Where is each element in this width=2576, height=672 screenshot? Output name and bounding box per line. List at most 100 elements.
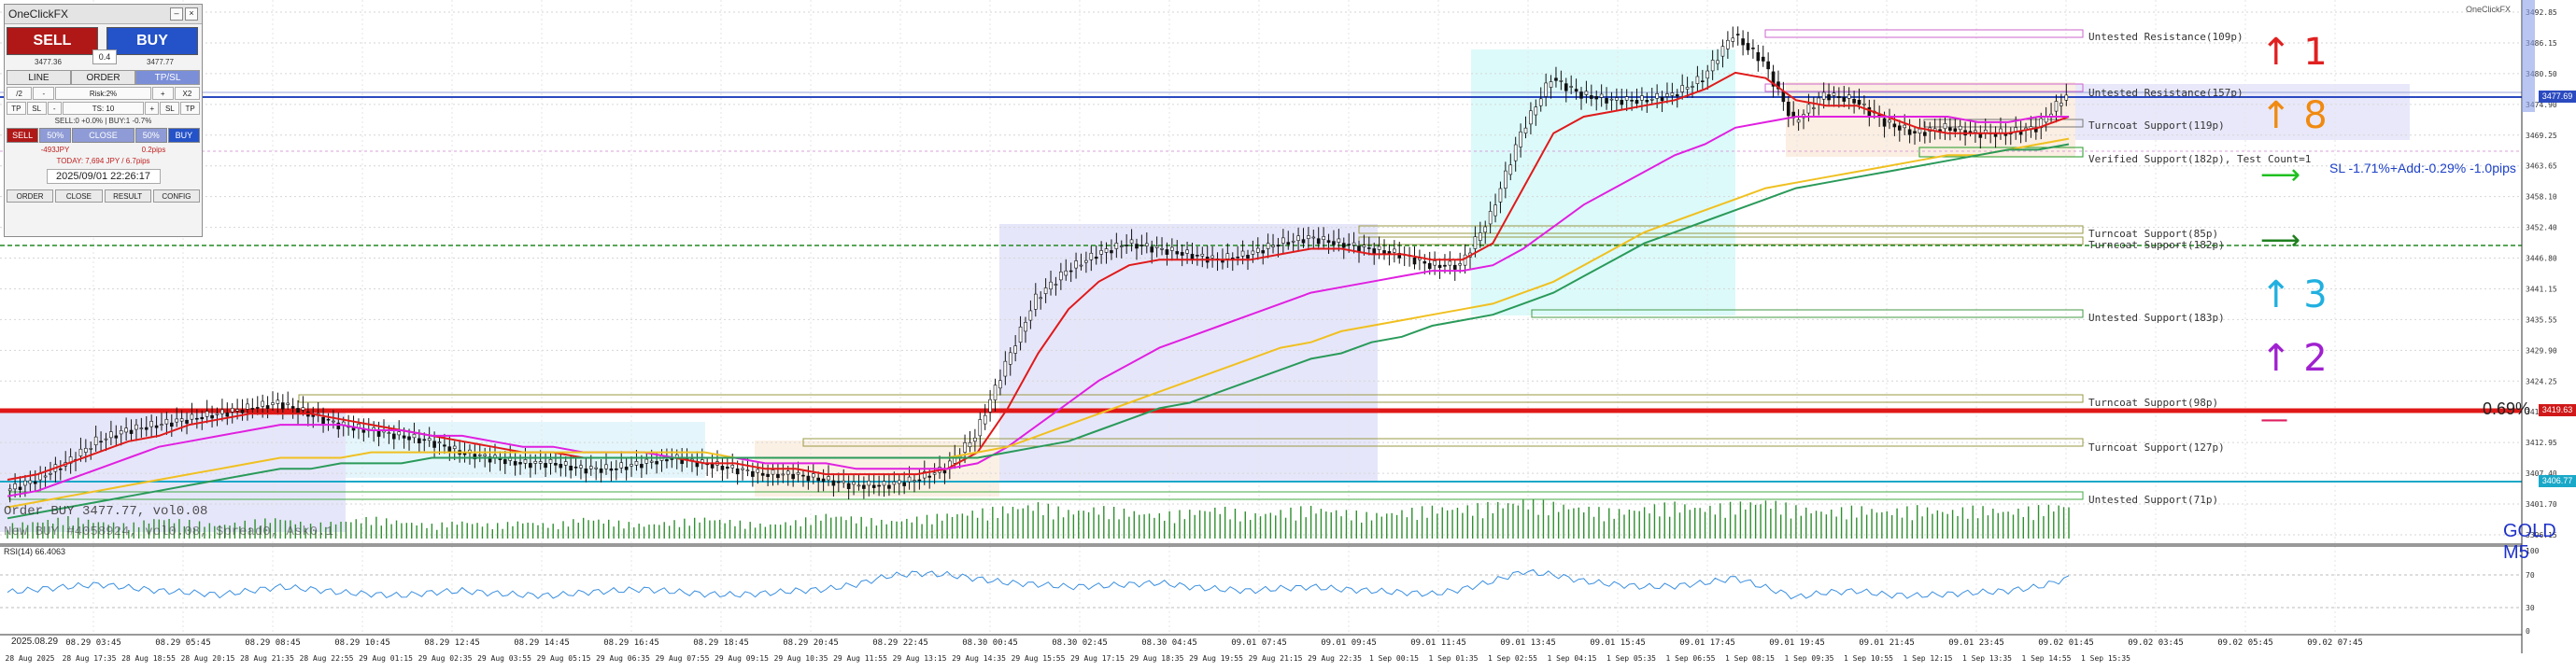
footer-result-button[interactable]: RESULT bbox=[104, 189, 151, 203]
candle-body bbox=[2044, 117, 2048, 123]
candle-body bbox=[548, 458, 553, 464]
order-log-1: Order BUY 3477.77, vol0.08 bbox=[4, 504, 208, 519]
buy-button[interactable]: BUY bbox=[106, 27, 198, 55]
close-buy-half-button[interactable]: 50% bbox=[134, 128, 167, 143]
risk-minus-button[interactable]: - bbox=[33, 87, 55, 100]
candle-body bbox=[1190, 254, 1195, 259]
tp-toggle-right[interactable]: TP bbox=[180, 102, 201, 115]
close-sell-half-button[interactable]: 50% bbox=[39, 128, 72, 143]
risk-plus-button[interactable]: + bbox=[151, 87, 174, 100]
candle-body bbox=[1301, 239, 1306, 244]
close-all-button[interactable]: CLOSE bbox=[72, 128, 134, 143]
panel-footer: ORDER CLOSE RESULT CONFIG bbox=[7, 189, 200, 203]
time-tick-label-sub: 29 Aug 21:15 bbox=[1249, 654, 1303, 663]
sl-toggle-left[interactable]: SL bbox=[26, 102, 47, 115]
candle-body bbox=[745, 469, 750, 471]
candle-body bbox=[1847, 94, 1851, 99]
price-tick-label: 3424.25 bbox=[2526, 377, 2557, 385]
candle-body bbox=[913, 480, 916, 483]
ts-plus-button[interactable]: + bbox=[145, 102, 160, 115]
price-tick-label: 3452.40 bbox=[2526, 224, 2557, 232]
halve-button[interactable]: /2 bbox=[7, 87, 33, 100]
candle-body bbox=[927, 475, 931, 478]
trailing-stop-field[interactable]: TS: 10 bbox=[62, 102, 145, 115]
candle-body bbox=[771, 469, 775, 475]
candle-body bbox=[93, 436, 98, 446]
time-tick-label-sub: 28 Aug 18:55 bbox=[121, 654, 176, 663]
price-tick-label: 3412.95 bbox=[2526, 439, 2557, 447]
candle-body bbox=[418, 438, 421, 443]
candle-body bbox=[594, 467, 598, 469]
close-buy-button[interactable]: BUY bbox=[167, 128, 201, 143]
candle-body bbox=[1660, 97, 1664, 102]
time-tick-label: 08.30 02:45 bbox=[1052, 638, 1108, 648]
lot-input[interactable]: 0.4 bbox=[92, 49, 117, 64]
tab-line[interactable]: LINE bbox=[7, 70, 71, 85]
candle-body bbox=[1564, 83, 1568, 91]
tab-order[interactable]: ORDER bbox=[71, 70, 135, 85]
candle-body bbox=[104, 438, 108, 441]
candle-body bbox=[1918, 128, 1922, 133]
candle-body bbox=[806, 475, 811, 482]
risk-field[interactable]: Risk:2% bbox=[55, 87, 151, 100]
candle-body bbox=[1033, 293, 1038, 310]
arrow-up-icon: ↑ bbox=[2260, 94, 2292, 137]
candle-body bbox=[1590, 95, 1593, 99]
candle-body bbox=[1377, 245, 1381, 250]
time-tick-label: 09.01 11:45 bbox=[1410, 638, 1466, 648]
candle-body bbox=[1135, 244, 1139, 249]
candle-body bbox=[887, 484, 891, 489]
candle-body bbox=[286, 402, 290, 405]
time-tick-label-sub: 29 Aug 05:15 bbox=[537, 654, 591, 663]
minimize-icon[interactable]: – bbox=[170, 7, 183, 21]
candle-body bbox=[261, 400, 264, 407]
candle-body bbox=[1443, 264, 1447, 267]
rsi-line bbox=[7, 568, 2070, 600]
sl-toggle-right[interactable]: SL bbox=[160, 102, 180, 115]
candle-body bbox=[1024, 322, 1027, 332]
ask-price: 3477.77 bbox=[147, 58, 174, 66]
candle-body bbox=[1907, 129, 1912, 135]
tp-toggle-left[interactable]: TP bbox=[7, 102, 26, 115]
ts-minus-button[interactable]: - bbox=[47, 102, 62, 115]
candle-body bbox=[1008, 352, 1012, 365]
candle-body bbox=[644, 458, 649, 464]
time-tick-label: 08.29 16:45 bbox=[603, 638, 659, 648]
footer-order-button[interactable]: ORDER bbox=[7, 189, 54, 203]
time-tick-label: 09.01 23:45 bbox=[1948, 638, 2004, 648]
arrow-up-icon: ↑ bbox=[2260, 31, 2292, 74]
candle-body bbox=[963, 442, 967, 453]
price-tick-label: 3469.25 bbox=[2526, 132, 2557, 140]
candle-body bbox=[1720, 46, 1725, 57]
candle-body bbox=[1276, 245, 1281, 247]
pl-jpy: -493JPY bbox=[40, 146, 70, 154]
tab-tp-sl[interactable]: TP/SL bbox=[135, 70, 200, 85]
close-sell-button[interactable]: SELL bbox=[7, 128, 39, 143]
candle-body bbox=[1357, 245, 1361, 252]
price-tick-label: 3401.70 bbox=[2526, 500, 2557, 509]
candle-body bbox=[1352, 242, 1356, 245]
footer-config-button[interactable]: CONFIG bbox=[152, 189, 200, 203]
time-tick-label-sub: 1 Sep 15:35 bbox=[2081, 654, 2130, 663]
zone-label: Untested Resistance(109p) bbox=[2088, 31, 2243, 43]
candle-body bbox=[149, 421, 153, 427]
candle-body bbox=[1832, 92, 1836, 96]
footer-close-button[interactable]: CLOSE bbox=[55, 189, 103, 203]
candle-body bbox=[1812, 107, 1816, 109]
candle-body bbox=[1574, 89, 1578, 92]
candle-body bbox=[882, 481, 886, 486]
order-log-2: New BUY #4058924, vol0.08, Spread0, Ask0… bbox=[4, 525, 333, 539]
candle-body bbox=[1488, 211, 1493, 225]
candle-body bbox=[235, 409, 239, 412]
candle-body bbox=[579, 465, 583, 469]
time-tick-label: 09.01 15:45 bbox=[1590, 638, 1646, 648]
price-axis-highlight bbox=[2522, 0, 2535, 112]
double-button[interactable]: X2 bbox=[174, 87, 200, 100]
candle-body bbox=[190, 413, 194, 420]
candle-body bbox=[584, 468, 588, 474]
candle-body bbox=[13, 483, 17, 490]
sell-button[interactable]: SELL bbox=[7, 27, 98, 55]
candle-body bbox=[1781, 91, 1786, 103]
close-icon[interactable]: × bbox=[185, 7, 198, 21]
